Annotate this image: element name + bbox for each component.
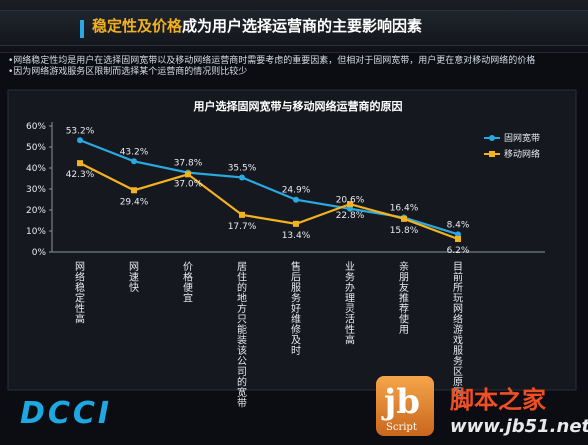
legend-marker — [489, 135, 495, 141]
series-1-point — [293, 196, 299, 203]
dcci-logo: DCCI — [20, 396, 113, 431]
legend-label: 移动网络 — [504, 148, 540, 160]
series-2-point — [185, 171, 191, 178]
series-2-data-label: 37.0% — [174, 179, 203, 189]
page-title: 稳定性及价格成为用户选择运营商的主要影响因素 — [92, 15, 422, 36]
series-line-2 — [79, 162, 459, 241]
x-category-label: 售后服务好维修及时 — [291, 260, 301, 357]
series-1-point — [77, 137, 83, 144]
header-accent-bar — [80, 20, 84, 38]
series-1-data-label: 53.2% — [66, 126, 95, 136]
series-2-data-label: 42.3% — [66, 170, 95, 180]
watermark-script: Script — [386, 422, 417, 433]
watermark-logo-icon: jb — [376, 376, 434, 436]
series-2-data-label: 29.4% — [120, 197, 149, 207]
series-2-point — [455, 235, 461, 242]
chart-title: 用户选择固网宽带与移动网络运营商的原因 — [194, 99, 403, 113]
y-tick-label: 0% — [32, 248, 47, 258]
y-tick-label: 10% — [26, 227, 46, 237]
x-category-label: 业务办理灵活性高 — [345, 261, 355, 347]
y-tick-label: 40% — [26, 164, 46, 174]
series-1-point — [131, 158, 137, 165]
series-2-point — [131, 187, 137, 194]
y-tick-label: 20% — [26, 206, 46, 216]
series-1-point — [239, 174, 245, 181]
bullet-note-1: •网络稳定性均是用户在选择固网宽带以及移动网络运营商时需要考虑的重要因素，但相对… — [8, 56, 536, 66]
series-1-data-label: 8.4% — [447, 220, 470, 230]
bullet-notes: •网络稳定性均是用户在选择固网宽带以及移动网络运营商时需要考虑的重要因素，但相对… — [8, 56, 535, 78]
series-1-data-label: 16.4% — [390, 204, 419, 214]
x-category-label: 网速快 — [129, 261, 139, 294]
series-1-data-label: 20.6% — [336, 196, 365, 206]
page-title-rest: 成为用户选择运营商的主要影响因素 — [182, 17, 423, 35]
site-watermark: jb Script 脚本之家 www.jb51.net — [368, 372, 588, 445]
series-2-data-label: 6.2% — [447, 246, 470, 256]
series-2-point — [347, 201, 353, 208]
series-1-data-label: 35.5% — [228, 163, 257, 173]
legend-marker — [489, 151, 495, 157]
watermark-url: www.jb51.net — [450, 416, 588, 437]
y-tick-label: 30% — [26, 185, 46, 195]
watermark-site-name: 脚本之家 — [450, 386, 546, 414]
series-2-point — [293, 220, 299, 227]
series-2-point — [401, 215, 407, 222]
series-1-data-label: 37.8% — [174, 159, 203, 169]
legend-label: 固网宽带 — [504, 132, 540, 144]
x-category-label: 网络稳定性高 — [75, 261, 85, 326]
header-band: 稳定性及价格成为用户选择运营商的主要影响因素 — [0, 0, 588, 53]
x-category-label: 亲朋友推荐使用 — [399, 260, 409, 336]
series-2-point — [77, 160, 83, 167]
x-category-label: 目前所玩网络游戏服务区原因 — [453, 262, 463, 399]
series-2-data-label: 13.4% — [282, 231, 311, 241]
bullet-note-2: •因为网络游戏服务区限制而选择某个运营商的情况则比较少 — [8, 67, 248, 77]
series-2-point — [239, 211, 245, 218]
series-2-data-label: 17.7% — [228, 222, 257, 232]
y-tick-label: 60% — [26, 122, 46, 132]
series-1-data-label: 43.2% — [120, 147, 149, 157]
series-2-data-label: 22.8% — [336, 211, 365, 221]
y-tick-label: 50% — [26, 143, 46, 153]
watermark-logo-text: jb — [384, 382, 421, 422]
header-accent-strip — [0, 10, 588, 46]
series-1-data-label: 24.9% — [282, 186, 311, 196]
chart-panel — [7, 89, 577, 391]
series-2-data-label: 15.8% — [390, 226, 419, 236]
x-category-label: 居住的地方只能装该公司的宽带 — [237, 261, 247, 410]
series-1-point — [455, 231, 461, 238]
page-title-highlight: 稳定性及价格 — [92, 17, 183, 35]
series-1-point — [347, 205, 353, 212]
x-category-label: 价格便宜 — [183, 261, 193, 305]
